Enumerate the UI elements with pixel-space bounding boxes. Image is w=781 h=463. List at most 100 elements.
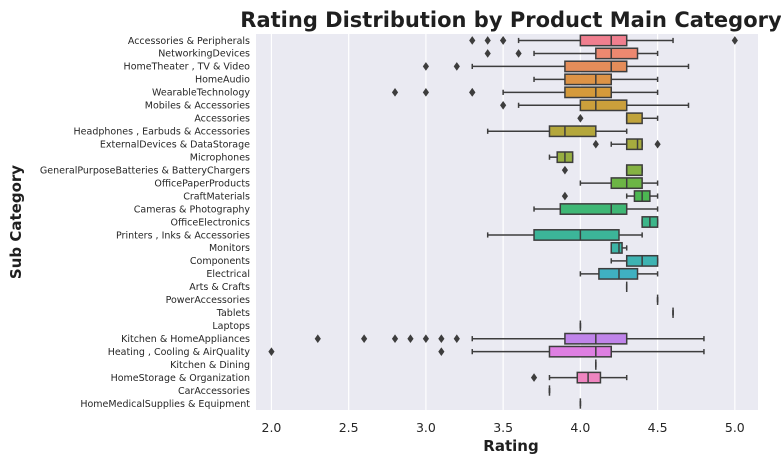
box-3	[533, 73, 659, 86]
y-tick-label: Printers , Inks & Accessories	[116, 230, 250, 241]
y-tick-label: CraftMaterials	[183, 191, 250, 202]
y-tick-label: Cameras & Photography	[134, 204, 251, 215]
box-24	[268, 345, 705, 358]
box-iqr	[579, 34, 628, 47]
outlier-point	[268, 347, 275, 356]
box-1	[484, 47, 659, 60]
y-tick-label: CarAccessories	[178, 386, 250, 397]
box-17	[610, 254, 659, 267]
outlier-point	[422, 88, 430, 97]
y-tick-label: Accessories & Peripherals	[128, 36, 250, 47]
x-axis-label: Rating	[483, 437, 538, 455]
x-tick-label: 3.5	[493, 420, 513, 435]
box-iqr	[548, 125, 597, 138]
y-tick-labels: Accessories & Peripherals NetworkingDevic…	[40, 36, 250, 410]
outlier-point	[500, 101, 507, 110]
y-tick-label: Arts & Crafts	[189, 282, 250, 293]
box-7	[486, 125, 628, 138]
outlier-point	[438, 334, 445, 343]
y-tick-label: NetworkingDevices	[158, 49, 250, 60]
box-10	[561, 164, 643, 177]
outlier-point	[438, 347, 445, 356]
y-tick-label: Monitors	[209, 243, 250, 254]
y-tick-label: Headphones , Earbuds & Accessories	[74, 127, 251, 138]
box-23	[314, 332, 705, 345]
box-iqr	[579, 99, 628, 112]
y-tick-label: HomeAudio	[195, 75, 250, 86]
box-6	[577, 112, 659, 125]
outlier-point	[453, 334, 460, 343]
box-11	[579, 177, 659, 190]
outlier-point	[469, 88, 476, 97]
y-tick-label: Laptops	[212, 321, 250, 332]
box-iqr	[548, 345, 613, 358]
y-tick-label: HomeStorage & Organization	[111, 373, 250, 384]
outlier-point	[391, 334, 399, 343]
y-tick-label: Components	[190, 256, 250, 267]
outlier-point	[484, 36, 491, 45]
y-tick-label: Heating , Cooling & AirQuality	[108, 347, 251, 358]
box-5	[500, 99, 690, 112]
outlier-point	[469, 36, 476, 45]
outlier-point	[530, 373, 538, 382]
x-tick-label: 3.0	[416, 420, 436, 435]
y-tick-label: Tablets	[216, 308, 250, 319]
box-iqr	[610, 241, 623, 254]
box-iqr	[625, 164, 643, 177]
box-iqr	[576, 371, 602, 384]
outlier-point	[314, 334, 321, 343]
box-18	[579, 267, 659, 280]
y-tick-label: HomeMedicalSupplies & Equipment	[80, 399, 250, 410]
box-iqr	[559, 203, 628, 215]
x-tick-label: 2.0	[262, 420, 282, 435]
box-8	[592, 138, 661, 151]
outlier-point	[515, 49, 522, 58]
box-iqr	[564, 73, 613, 86]
box-9	[548, 151, 574, 164]
box-15	[486, 229, 643, 241]
outlier-point	[422, 62, 430, 71]
y-tick-label: ExternalDevices & DataStorage	[100, 140, 250, 151]
box-iqr	[564, 60, 628, 73]
box-4	[391, 86, 659, 99]
outlier-point	[453, 62, 460, 71]
x-tick-label: 4.0	[570, 420, 590, 435]
box-0	[469, 34, 738, 47]
box-iqr	[598, 267, 639, 280]
box-iqr	[533, 229, 620, 241]
box-12	[561, 190, 659, 203]
outlier-point	[561, 191, 569, 201]
box-iqr	[564, 86, 613, 99]
y-axis-label: Sub Category	[7, 165, 25, 279]
x-tick-label: 4.5	[648, 420, 668, 435]
box-series	[268, 34, 738, 409]
outlier-point	[731, 36, 738, 45]
y-tick-label: GeneralPurposeBatteries & BatteryCharger…	[40, 165, 250, 176]
y-tick-label: OfficeElectronics	[170, 217, 250, 228]
y-tick-label: OfficePaperProducts	[154, 178, 250, 189]
box-iqr	[625, 138, 643, 151]
y-tick-label: Kitchen & HomeAppliances	[121, 334, 250, 345]
y-tick-label: HomeTheater , TV & Video	[124, 62, 251, 73]
outlier-point	[592, 139, 599, 149]
outlier-point	[500, 36, 507, 45]
box-26	[530, 371, 628, 384]
outlier-point	[561, 165, 569, 175]
box-iqr	[625, 112, 643, 125]
box-16	[610, 241, 628, 254]
y-tick-label: PowerAccessories	[166, 295, 250, 306]
box-14	[641, 216, 659, 228]
y-tick-label: WearableTechnology	[152, 88, 250, 99]
outlier-point	[577, 113, 584, 123]
x-tick-labels: 2.0 2.5 3.0 3.5 4.0 4.5 5.0	[262, 420, 745, 435]
outlier-point	[407, 334, 414, 343]
outlier-point	[484, 49, 491, 58]
y-tick-label: Microphones	[190, 152, 250, 163]
y-tick-label: Accessories	[194, 114, 250, 125]
plot-area	[256, 34, 758, 410]
x-tick-label: 5.0	[725, 420, 745, 435]
y-tick-label: Electrical	[206, 269, 250, 280]
outlier-point	[391, 88, 399, 97]
chart-title: Rating Distribution by Product Main Cate…	[240, 8, 781, 32]
